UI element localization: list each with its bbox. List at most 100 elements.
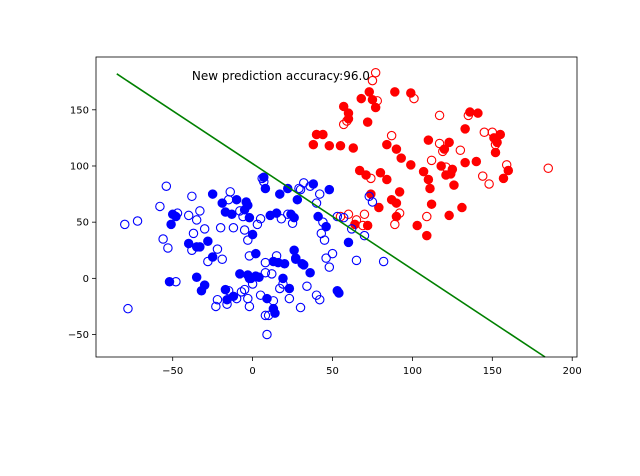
data-point bbox=[321, 253, 331, 263]
data-point bbox=[188, 228, 199, 239]
data-point bbox=[278, 279, 288, 289]
data-point bbox=[354, 165, 365, 176]
data-point bbox=[212, 294, 223, 305]
data-point bbox=[252, 219, 263, 230]
data-point bbox=[364, 87, 375, 97]
data-point bbox=[120, 219, 130, 230]
data-point bbox=[375, 167, 386, 178]
data-point bbox=[503, 165, 514, 176]
data-point bbox=[327, 248, 338, 259]
data-point bbox=[260, 310, 271, 321]
data-point bbox=[351, 215, 362, 225]
data-point bbox=[382, 139, 392, 150]
data-point bbox=[284, 283, 295, 294]
data-point bbox=[231, 293, 242, 304]
data-point bbox=[334, 288, 344, 298]
data-point bbox=[338, 212, 349, 223]
data-point bbox=[239, 225, 250, 235]
data-point bbox=[425, 183, 435, 194]
data-point bbox=[158, 234, 168, 244]
data-point bbox=[422, 211, 432, 222]
data-point bbox=[406, 88, 416, 98]
data-point bbox=[319, 235, 330, 245]
data-point bbox=[223, 194, 234, 205]
data-point bbox=[409, 93, 419, 104]
data-point bbox=[243, 293, 253, 304]
data-point bbox=[302, 281, 312, 291]
data-point bbox=[228, 223, 239, 233]
data-point bbox=[191, 215, 202, 225]
data-point bbox=[406, 160, 416, 170]
data-point bbox=[444, 210, 454, 221]
data-point bbox=[441, 162, 451, 172]
data-point bbox=[374, 202, 384, 213]
y-tick-label: 100 bbox=[70, 161, 89, 172]
data-point bbox=[243, 200, 253, 211]
data-point bbox=[289, 212, 299, 223]
data-point bbox=[362, 220, 373, 231]
data-point bbox=[254, 272, 264, 282]
data-point bbox=[495, 129, 506, 140]
data-point bbox=[260, 257, 271, 268]
data-point bbox=[207, 189, 218, 199]
data-point bbox=[239, 284, 250, 295]
data-point bbox=[225, 187, 235, 197]
data-point bbox=[473, 108, 483, 118]
data-point bbox=[211, 301, 221, 312]
data-point bbox=[318, 217, 328, 227]
data-point bbox=[255, 214, 266, 224]
data-point bbox=[271, 251, 282, 261]
x-tick-label: 50 bbox=[326, 366, 339, 377]
data-point bbox=[455, 145, 466, 156]
data-point bbox=[203, 236, 213, 247]
data-point bbox=[412, 220, 422, 231]
decision-boundary-line bbox=[116, 73, 546, 358]
data-point bbox=[378, 256, 389, 267]
data-point bbox=[227, 209, 237, 220]
data-point bbox=[434, 138, 445, 149]
x-tick-label: 150 bbox=[483, 366, 502, 377]
data-point bbox=[477, 171, 488, 181]
x-tick-label: 200 bbox=[563, 366, 582, 377]
data-point bbox=[543, 163, 553, 173]
data-point bbox=[361, 170, 371, 180]
data-point bbox=[423, 174, 434, 185]
data-point bbox=[396, 153, 406, 163]
data-point bbox=[390, 219, 400, 230]
data-point bbox=[418, 166, 429, 177]
data-point bbox=[335, 141, 346, 151]
y-tick-label: 150 bbox=[70, 105, 89, 116]
data-point bbox=[324, 262, 335, 272]
data-point bbox=[449, 180, 459, 190]
data-point bbox=[297, 258, 307, 269]
ticks-layer: −50 0 50 100 150 200 −50 0 50 100 150 bbox=[68, 105, 582, 377]
data-point bbox=[460, 124, 470, 134]
data-point bbox=[318, 129, 328, 140]
data-point bbox=[217, 198, 227, 208]
data-point bbox=[487, 127, 498, 138]
x-tick-label: 100 bbox=[403, 366, 422, 377]
data-point bbox=[284, 293, 295, 304]
data-point bbox=[243, 235, 253, 245]
data-point bbox=[422, 230, 432, 241]
data-point bbox=[457, 202, 467, 213]
data-point bbox=[346, 224, 357, 234]
data-point bbox=[498, 173, 509, 184]
data-point bbox=[367, 197, 378, 207]
points-layer bbox=[120, 67, 553, 340]
data-point bbox=[259, 176, 269, 187]
data-point bbox=[444, 137, 454, 148]
data-point bbox=[338, 119, 349, 130]
data-point bbox=[155, 201, 165, 212]
data-point bbox=[490, 147, 501, 158]
data-point bbox=[238, 211, 248, 222]
y-tick-label: 50 bbox=[76, 218, 89, 229]
data-point bbox=[343, 237, 354, 248]
data-point bbox=[463, 110, 474, 121]
data-point bbox=[231, 194, 242, 205]
data-point bbox=[191, 272, 202, 282]
data-point bbox=[434, 110, 445, 121]
data-point bbox=[283, 209, 293, 220]
data-point bbox=[295, 302, 306, 313]
data-point bbox=[236, 287, 247, 297]
